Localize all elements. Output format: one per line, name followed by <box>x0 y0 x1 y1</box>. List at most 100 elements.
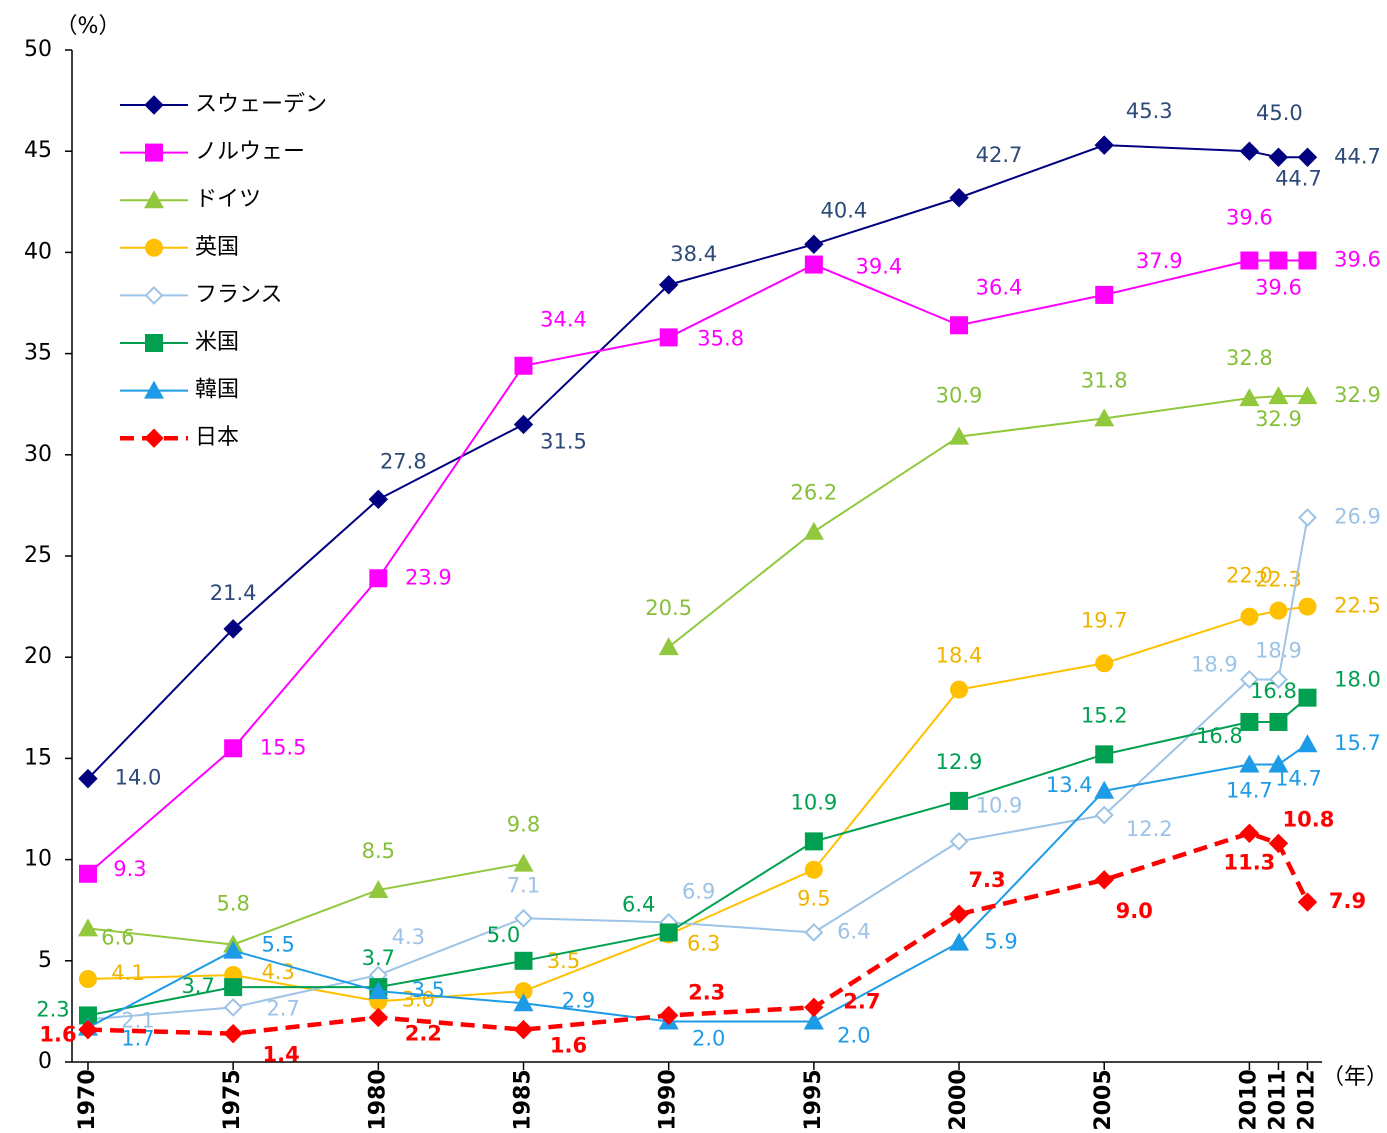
data-label: 2.3 <box>688 980 725 1004</box>
data-point <box>78 1006 97 1025</box>
data-point <box>804 234 824 255</box>
legend-label: ノルウェー <box>195 140 305 165</box>
data-label: 14.7 <box>1226 778 1273 802</box>
data-point <box>223 619 243 639</box>
legend-label: 韓国 <box>195 378 239 403</box>
data-label: 11.3 <box>1223 850 1275 874</box>
data-label: 12.9 <box>936 750 983 774</box>
data-point <box>223 997 243 1017</box>
legend-marker <box>144 285 164 305</box>
data-label: 1.6 <box>39 1023 76 1047</box>
data-label: 44.7 <box>1334 144 1381 168</box>
data-label: 38.4 <box>670 242 717 266</box>
y-tick-label: 40 <box>24 239 52 264</box>
data-point <box>950 316 969 335</box>
data-point <box>368 489 389 510</box>
legend-marker <box>145 334 163 352</box>
x-tick-label: 2000 <box>946 1069 971 1130</box>
data-label: 26.9 <box>1334 505 1381 529</box>
data-point <box>949 426 970 445</box>
data-label: 2.0 <box>837 1024 870 1048</box>
data-point <box>1239 141 1260 161</box>
data-point <box>949 932 970 951</box>
data-point <box>1240 712 1259 731</box>
data-label: 5.8 <box>216 892 249 916</box>
y-tick-label: 15 <box>24 745 52 770</box>
data-point <box>514 951 533 970</box>
data-label: 3.5 <box>412 978 445 1002</box>
data-point <box>1298 251 1317 270</box>
data-label: 45.3 <box>1126 99 1173 123</box>
data-label: 23.9 <box>405 565 452 589</box>
data-point <box>1297 386 1318 405</box>
data-point <box>1239 823 1260 843</box>
data-point <box>78 970 97 989</box>
data-point <box>1269 670 1288 689</box>
data-label: 16.8 <box>1196 724 1243 748</box>
data-point <box>949 904 969 924</box>
data-point <box>224 978 243 997</box>
data-label: 31.5 <box>540 429 587 453</box>
data-label: 37.9 <box>1136 249 1183 273</box>
data-label: 2.3 <box>36 997 69 1021</box>
data-point <box>223 1023 243 1044</box>
data-label: 7.1 <box>507 873 540 897</box>
data-point <box>1094 870 1114 890</box>
data-point <box>514 982 533 1001</box>
data-point <box>659 923 678 942</box>
data-point <box>1240 607 1259 626</box>
data-point <box>513 853 534 872</box>
data-point <box>1297 892 1318 912</box>
data-point <box>368 879 389 898</box>
data-point <box>950 680 969 699</box>
x-tick-label: 1975 <box>220 1069 245 1130</box>
data-label: 15.2 <box>1081 703 1128 727</box>
data-label: 3.7 <box>362 946 395 970</box>
data-point <box>1239 388 1260 407</box>
data-label: 31.8 <box>1081 368 1128 392</box>
data-point <box>1269 712 1288 731</box>
data-point <box>514 908 533 928</box>
x-tick-label: 1990 <box>656 1069 681 1130</box>
data-point <box>223 940 244 959</box>
y-axis-label: （%） <box>56 14 121 39</box>
data-point <box>513 1019 534 1040</box>
data-point <box>658 275 679 295</box>
data-label: 6.4 <box>622 892 655 916</box>
x-axis-label: （年） <box>1322 1065 1387 1090</box>
y-tick-label: 0 <box>38 1049 52 1074</box>
legend-label: フランス <box>195 282 283 307</box>
data-label: 6.4 <box>837 919 870 943</box>
legend-marker <box>144 380 164 399</box>
data-point <box>1240 251 1259 270</box>
data-point <box>1268 386 1289 405</box>
series-line <box>87 259 1308 875</box>
legend-label: 米国 <box>195 330 239 355</box>
x-tick-label: 2011 <box>1265 1069 1290 1130</box>
data-label: 5.5 <box>261 933 294 957</box>
data-label: 14.0 <box>115 766 162 790</box>
data-label: 22.5 <box>1334 594 1381 618</box>
x-tick-label: 2010 <box>1236 1069 1261 1130</box>
data-label: 32.9 <box>1334 383 1381 407</box>
data-point <box>1297 734 1318 753</box>
data-point <box>1094 135 1114 155</box>
data-label: 2.7 <box>843 989 880 1013</box>
legend-marker <box>144 428 164 448</box>
data-point <box>1239 754 1260 773</box>
data-point <box>1269 251 1288 270</box>
legend-marker <box>144 190 164 209</box>
data-point <box>368 1007 389 1028</box>
legend-marker <box>145 238 163 257</box>
y-tick-label: 45 <box>24 138 52 163</box>
data-label: 21.4 <box>210 581 257 605</box>
data-label: 10.8 <box>1283 807 1335 831</box>
x-tick-label: 1980 <box>365 1069 390 1130</box>
data-label: 2.1 <box>121 1008 154 1032</box>
data-point <box>804 832 823 851</box>
data-label: 7.9 <box>1329 889 1366 913</box>
data-point <box>949 831 969 851</box>
data-point <box>1095 654 1114 673</box>
data-label: 39.4 <box>855 255 902 279</box>
